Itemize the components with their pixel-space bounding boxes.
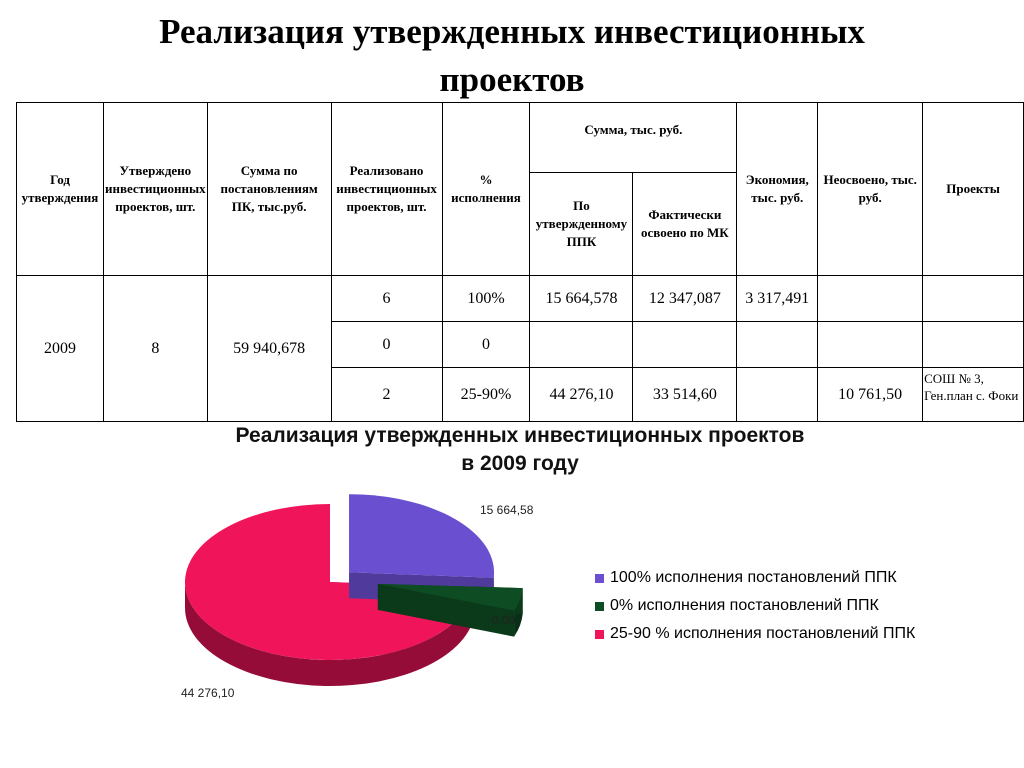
cell-unspent: 10 761,50	[817, 367, 924, 422]
header-sum-pk: Сумма по постановлениям ПК, тыс.руб.	[206, 102, 332, 276]
chart-legend: 100% исполнения постановлений ППК 0% исп…	[595, 564, 915, 648]
header-unspent: Неосвоено, тыс. руб.	[817, 102, 924, 276]
header-actual: Фактически освоено по МК	[632, 172, 738, 276]
pie-slice	[349, 494, 495, 578]
cell-savings	[736, 321, 819, 368]
header-implemented: Реализовано инвестиционных проектов, шт.	[330, 102, 443, 276]
cell-actual: 12 347,087	[632, 275, 738, 322]
header-percent: % исполнения	[441, 102, 531, 276]
cell-by-ppk: 15 664,578	[529, 275, 634, 322]
header-year: Год утверждения	[16, 102, 104, 276]
header-by-ppk: По утвержденному ППК	[529, 172, 634, 276]
pie-slice-side	[185, 582, 475, 686]
legend-swatch-25-90	[595, 629, 604, 639]
slide-title: Реализация утвержденных инвестиционных п…	[0, 8, 1024, 104]
pie-data-label: 44 276,10	[181, 686, 235, 700]
cell-implemented: 6	[330, 275, 443, 322]
slide-title-line2: проектов	[439, 60, 585, 99]
header-savings: Экономия, тыс. руб.	[736, 102, 819, 276]
slide-title-line1: Реализация утвержденных инвестиционных	[159, 12, 865, 51]
investment-table: Год утверждения Утверждено инвестиционны…	[16, 102, 1024, 422]
table-row: 2009 8 59 940,678 6 100% 15 664,578 12 3…	[16, 275, 1024, 422]
cell-sum-pk: 59 940,678	[206, 275, 332, 422]
pie-slice	[377, 583, 523, 611]
legend-item: 25-90 % исполнения постановлений ППК	[595, 620, 915, 648]
pie-data-label: 0,00	[492, 613, 516, 627]
pie-slice	[184, 504, 475, 660]
legend-item: 100% исполнения постановлений ППК	[595, 564, 915, 592]
legend-label-25-90: 25-90 % исполнения постановлений ППК	[610, 625, 916, 642]
legend-item: 0% исполнения постановлений ППК	[595, 592, 915, 620]
legend-label-100: 100% исполнения постановлений ППК	[610, 569, 897, 586]
legend-swatch-0	[595, 601, 604, 611]
chart-title-line2: в 2009 году	[461, 452, 579, 475]
cell-projects: СОШ № 3, Ген.план с. Фоки	[922, 367, 1024, 422]
table-row: 2 25-90% 44 276,10 33 514,60 10 761,50 С…	[17, 367, 1024, 422]
header-projects: Проекты	[922, 102, 1024, 276]
cell-by-ppk	[529, 321, 634, 368]
cell-implemented: 2	[330, 367, 443, 422]
legend-label-0: 0% исполнения постановлений ППК	[610, 597, 879, 614]
cell-projects	[922, 275, 1024, 322]
cell-year: 2009	[16, 275, 104, 422]
chart-title-line1: Реализация утвержденных инвестиционных п…	[235, 424, 805, 447]
legend-swatch-100	[595, 573, 604, 583]
header-sum-group: Сумма, тыс. руб.	[529, 102, 738, 173]
cell-savings	[736, 367, 819, 422]
cell-approved-count: 8	[102, 275, 208, 422]
pie-slices	[184, 494, 523, 686]
cell-unspent	[817, 275, 924, 322]
chart-title: Реализация утвержденных инвестиционных п…	[120, 422, 920, 478]
header-approved: Утверждено инвестиционных проектов, шт.	[102, 102, 208, 276]
cell-by-ppk: 44 276,10	[529, 367, 634, 422]
pie-data-labels: 44 276,10 15 664,58 0,00	[181, 503, 534, 700]
cell-percent: 25-90%	[441, 367, 531, 422]
pie-slice-face	[377, 583, 515, 637]
pie-data-label: 15 664,58	[480, 503, 534, 517]
